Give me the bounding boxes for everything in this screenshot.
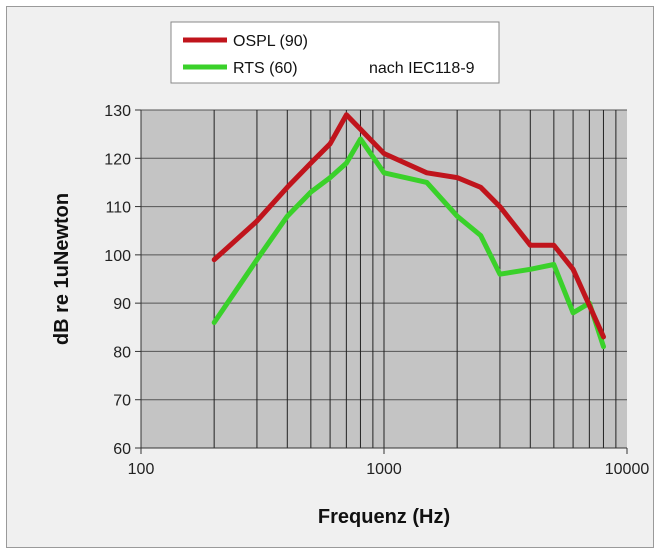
x-axis-ticks: 100 1000 10000 [128,448,650,478]
y-tick-label: 110 [105,200,131,217]
line-chart: 60 70 80 90 100 110 120 130 100 1000 10000 Freque… [51,21,650,528]
legend-label-ospl: OSPL (90) [233,33,308,50]
y-tick-label: 60 [113,441,131,458]
legend: OSPL (90) RTS (60) nach IEC118-9 [170,21,500,84]
chart-frame: 60 70 80 90 100 110 120 130 100 1000 10000 Freque… [6,6,654,548]
y-axis-title: dB re 1uNewton [51,193,73,345]
y-tick-label: 70 [113,393,131,410]
y-tick-label: 80 [113,344,131,361]
series-lines [211,112,606,350]
y-axis-ticks: 60 70 80 90 100 110 120 130 [104,103,141,458]
y-tick-label: 120 [104,151,131,168]
legend-note: nach IEC118-9 [369,60,475,77]
legend-box [170,21,500,84]
y-tick-label: 90 [113,296,131,313]
y-tick-label: 100 [104,248,131,265]
x-tick-label: 100 [128,461,155,478]
series-line-ospl [211,112,606,340]
y-tick-label: 130 [104,103,131,120]
legend-label-rts: RTS (60) [233,60,298,77]
series-line-rts [211,136,606,350]
grid-vertical [213,110,617,448]
x-tick-label: 10000 [605,461,650,478]
x-axis-title: Frequenz (Hz) [318,506,450,528]
x-tick-label: 1000 [366,461,402,478]
